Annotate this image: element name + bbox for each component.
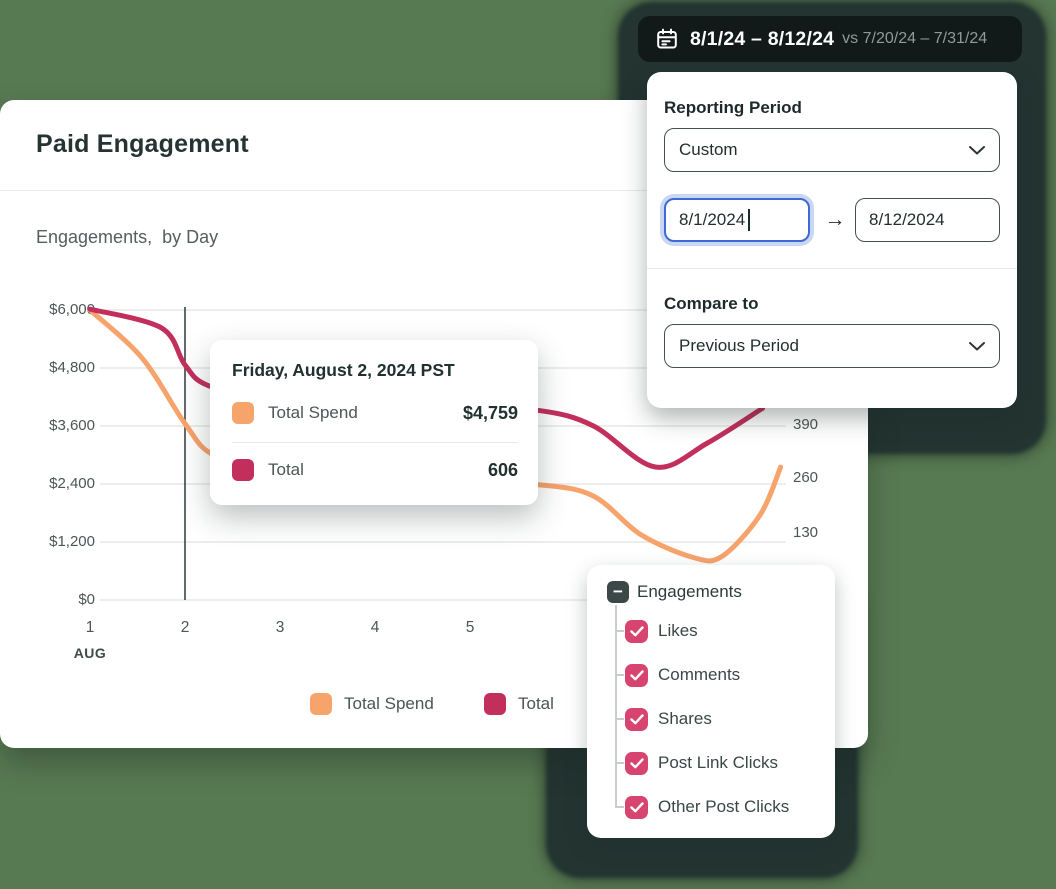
tree-connector-line (615, 605, 617, 808)
tree-tick (615, 674, 624, 676)
y-axis-left-tick: $6,000 (49, 301, 95, 318)
chart-tooltip: Friday, August 2, 2024 PST Total Spend $… (210, 340, 538, 505)
tree-tick (615, 806, 624, 808)
engagements-group-label: Engagements (637, 582, 742, 601)
checkbox-checked[interactable] (625, 663, 648, 687)
tree-tick (615, 718, 624, 720)
legend-item-total[interactable]: Total (484, 692, 554, 716)
legend-item-total-spend[interactable]: Total Spend (310, 692, 434, 716)
start-date-value: 8/1/2024 (679, 210, 746, 229)
checkbox-label: Comments (658, 665, 741, 684)
checkbox-row-comments[interactable]: Comments (625, 663, 740, 687)
tooltip-row: Total Spend $4,759 (232, 396, 518, 430)
tree-tick (615, 630, 624, 632)
compare-to-select[interactable]: Previous Period (664, 324, 1000, 368)
y-axis-right-tick: 130 (793, 524, 819, 541)
y-axis-right-tick: 390 (793, 416, 819, 433)
checkbox-checked[interactable] (625, 795, 648, 819)
x-axis-tick: 5 (465, 619, 475, 636)
tooltip-divider (232, 442, 518, 443)
checkbox-checked[interactable] (625, 619, 648, 643)
period-preset-select[interactable]: Custom (664, 128, 1000, 172)
tree-tick (615, 762, 624, 764)
tooltip-label: Total (268, 460, 304, 479)
checkbox-checked[interactable] (625, 751, 648, 775)
chevron-down-icon (969, 145, 985, 154)
reporting-period-panel: Reporting Period Custom 8/1/2024 → 8/12/… (647, 72, 1017, 408)
tooltip-row: Total 606 (232, 453, 518, 487)
legend-label: Total (518, 694, 554, 713)
check-icon (629, 625, 644, 636)
check-icon (629, 801, 644, 812)
panel-divider (647, 268, 1017, 269)
total-spend-swatch (232, 402, 254, 424)
total-swatch (484, 693, 506, 715)
minus-icon: − (613, 581, 623, 601)
checkbox-checked[interactable] (625, 707, 648, 731)
reporting-period-heading: Reporting Period (664, 98, 802, 117)
comparison-date-range: vs 7/20/24 – 7/31/24 (842, 30, 988, 47)
total-swatch (232, 459, 254, 481)
start-date-input[interactable]: 8/1/2024 (664, 198, 810, 242)
y-axis-left-tick: $2,400 (49, 475, 95, 492)
y-axis-left-tick: $1,200 (49, 533, 95, 550)
arrow-right-icon: → (824, 208, 846, 231)
check-icon (629, 669, 644, 680)
tooltip-value: $4,759 (462, 402, 518, 423)
compare-to-heading: Compare to (664, 294, 759, 313)
checkbox-label: Shares (658, 709, 712, 728)
y-axis-right-tick: 260 (793, 469, 819, 486)
checkbox-row-likes[interactable]: Likes (625, 619, 698, 643)
total-spend-swatch (310, 693, 332, 715)
checkbox-row-shares[interactable]: Shares (625, 707, 712, 731)
checkbox-row-other-post-clicks[interactable]: Other Post Clicks (625, 795, 789, 819)
card-header: Paid Engagement (0, 100, 868, 191)
page-title: Paid Engagement (36, 130, 249, 158)
x-axis-tick: 1 (85, 619, 95, 636)
y-axis-left-tick: $4,800 (49, 359, 95, 376)
y-axis-left-tick: $3,600 (49, 417, 95, 434)
x-axis-month-label: AUG (73, 645, 107, 661)
checkbox-label: Post Link Clicks (658, 753, 778, 772)
select-value: Custom (679, 140, 738, 159)
date-range-pill[interactable]: 8/1/24 – 8/12/24 vs 7/20/24 – 7/31/24 (638, 16, 1022, 62)
end-date-value: 8/12/2024 (869, 210, 945, 229)
legend-label: Total Spend (344, 694, 434, 713)
end-date-input[interactable]: 8/12/2024 (855, 198, 1000, 242)
chart-subtitle: Engagements, by Day (36, 227, 219, 247)
check-icon (629, 713, 644, 724)
x-axis-tick: 3 (275, 619, 285, 636)
checkbox-row-post-link-clicks[interactable]: Post Link Clicks (625, 751, 778, 775)
selected-date-range: 8/1/24 – 8/12/24 (690, 27, 835, 50)
checkbox-label: Other Post Clicks (658, 797, 790, 816)
x-axis-tick: 2 (180, 619, 190, 636)
tooltip-value: 606 (487, 459, 518, 480)
tooltip-label: Total Spend (268, 403, 358, 422)
checkbox-label: Likes (658, 621, 698, 640)
check-icon (629, 757, 644, 768)
chevron-down-icon (969, 341, 985, 350)
y-axis-left-tick: $0 (78, 591, 95, 608)
collapse-group-button[interactable]: − (607, 581, 629, 603)
engagements-filter-panel: − Engagements Likes Comments Shares Post… (587, 565, 835, 838)
tooltip-date-title: Friday, August 2, 2024 PST (232, 360, 455, 380)
select-value: Previous Period (679, 336, 800, 355)
calendar-icon (657, 28, 677, 49)
x-axis-tick: 4 (370, 619, 380, 636)
text-cursor (748, 209, 750, 231)
